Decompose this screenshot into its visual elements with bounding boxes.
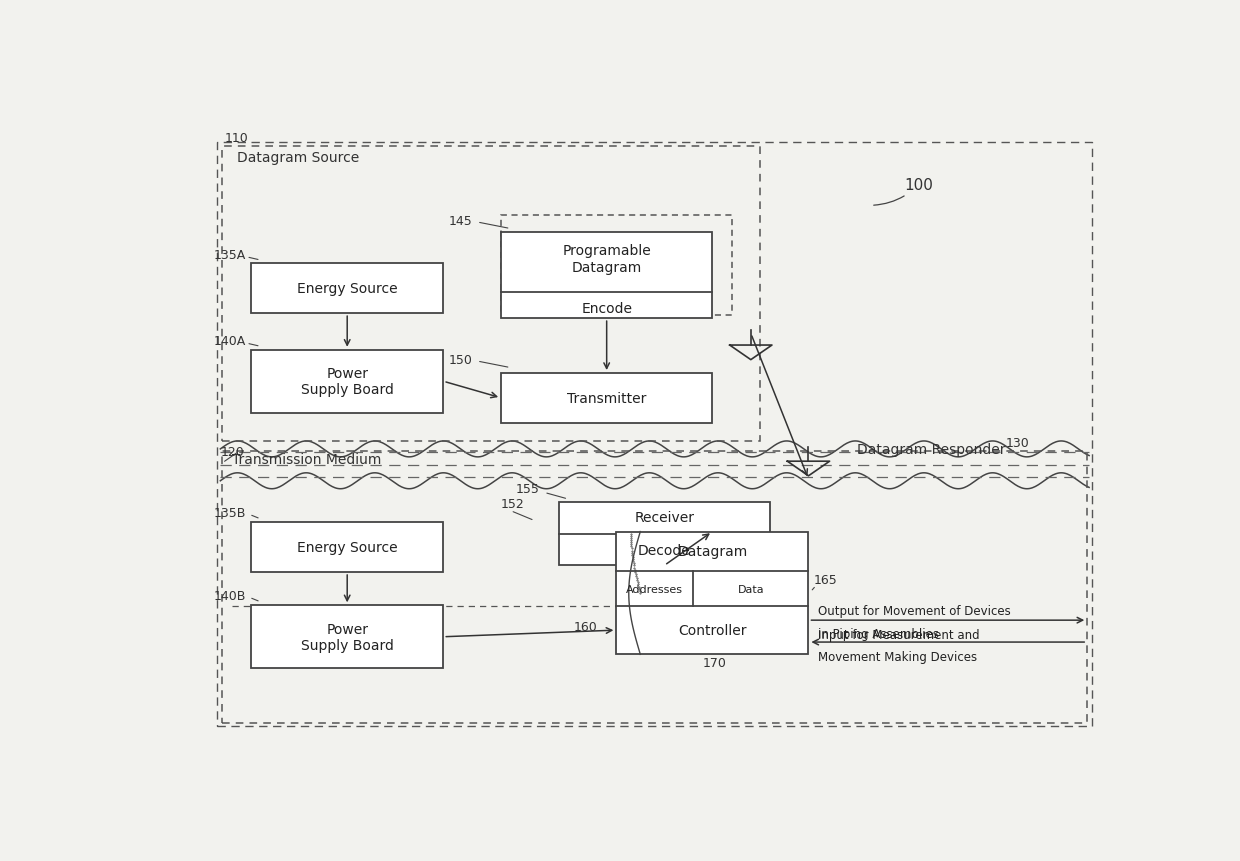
Text: 165: 165 [813,573,837,586]
Text: 140B: 140B [215,589,247,602]
Text: in Piping Assemblies: in Piping Assemblies [818,627,939,640]
Text: Receiver: Receiver [635,511,694,524]
Text: Programable
Datagram: Programable Datagram [562,244,651,275]
Text: Movement Making Devices: Movement Making Devices [818,650,977,663]
Bar [501,216,732,315]
Bar [250,523,444,573]
Text: Data: Data [738,584,764,594]
Text: Datagram Responder: Datagram Responder [857,442,1006,456]
Bar [501,232,712,319]
Text: Energy Source: Energy Source [296,541,398,554]
Text: 130: 130 [1006,437,1029,449]
Text: 120: 120 [221,445,244,458]
Text: Energy Source: Energy Source [296,282,398,296]
Text: Output for Movement of Devices: Output for Movement of Devices [818,604,1011,617]
Bar [616,532,808,654]
Text: 152: 152 [501,498,525,511]
Text: Addresses: Addresses [626,584,683,594]
Text: 135B: 135B [215,506,247,519]
Bar [559,503,770,566]
Text: Decode: Decode [637,544,691,558]
Text: Transmission Medium: Transmission Medium [232,452,381,466]
Text: Encode: Encode [582,302,632,316]
Text: Power
Supply Board: Power Supply Board [301,367,393,397]
Text: Controller: Controller [678,623,746,637]
Text: 135A: 135A [215,249,247,262]
Text: Datagram: Datagram [677,545,748,559]
Text: Input for Measurement and: Input for Measurement and [818,628,980,641]
Bar [217,143,1092,727]
Text: 170: 170 [703,657,727,670]
Text: Power
Supply Board: Power Supply Board [301,622,393,652]
Bar [222,146,760,442]
Bar [250,264,444,313]
Text: Transmitter: Transmitter [567,392,646,406]
Bar [250,605,444,668]
Text: 140A: 140A [215,335,247,348]
Bar [222,451,1087,723]
Text: Datagram Source: Datagram Source [237,151,358,165]
Bar [250,350,444,413]
Text: 155: 155 [516,483,539,496]
Text: 110: 110 [224,132,248,145]
Text: 160: 160 [573,621,596,634]
Bar [501,374,712,424]
Text: 145: 145 [449,214,472,227]
Text: 150: 150 [448,354,472,367]
Text: 100: 100 [874,177,934,206]
